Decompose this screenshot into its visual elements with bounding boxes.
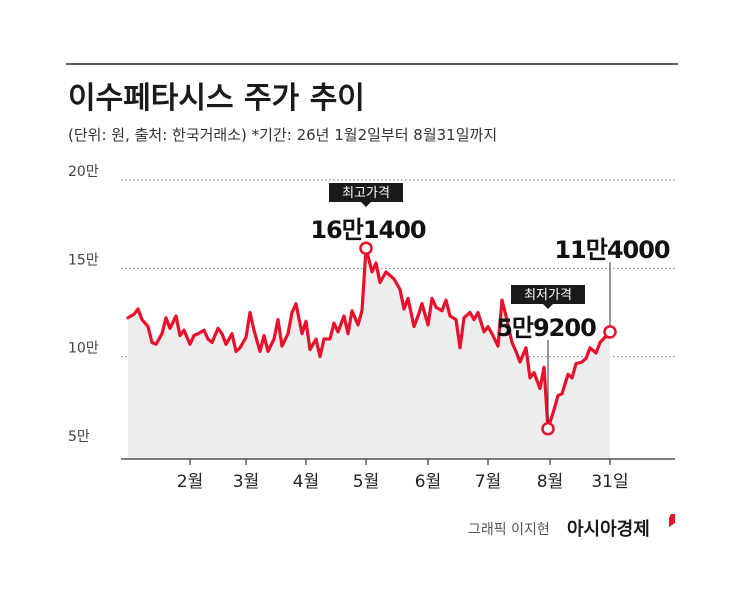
peak-tag-pointer	[361, 202, 371, 207]
x-tick-label: 4월	[293, 472, 319, 492]
x-tick-label: 6월	[415, 472, 441, 492]
annotations: 최고가격 16만1400 최저가격 5만9200 11만4000	[310, 183, 671, 436]
chart-title: 이수페타시스 주가 추이	[68, 81, 365, 116]
peak-tag-box	[329, 183, 403, 202]
peak-marker	[359, 241, 373, 255]
x-tick-labels: 2월 3월 4월 5월 6월 7월 8월 31일	[177, 459, 629, 492]
trough-tag-pointer	[543, 304, 553, 309]
y-tick-label: 15만	[68, 252, 99, 268]
x-tick-label: 3월	[233, 472, 259, 492]
peak-tag-label: 최고가격	[342, 186, 390, 201]
latest-marker	[603, 325, 617, 339]
x-tick-label: 5월	[353, 472, 379, 492]
graphic-credit: 그래픽 이지현	[468, 522, 550, 538]
price-area	[128, 248, 610, 459]
x-tick-label: 2월	[177, 472, 203, 492]
trough-value-label: 5만9200	[496, 314, 596, 342]
trough-tag-box	[511, 285, 585, 304]
brand-logo: 아시아경제	[567, 519, 650, 540]
latest-value-label: 11만4000	[554, 236, 670, 264]
trough-marker	[541, 421, 555, 436]
x-tick-label: 8월	[537, 472, 563, 492]
trough-tag-label: 최저가격	[524, 288, 572, 303]
y-tick-label: 20만	[68, 164, 99, 180]
y-tick-label: 5만	[68, 429, 90, 445]
x-tick-label: 7월	[475, 472, 501, 492]
brand-mark-icon	[669, 514, 675, 527]
y-tick-labels: 20만 15만 10만 5만	[68, 164, 99, 445]
y-tick-label: 10만	[68, 341, 99, 357]
peak-value-label: 16만1400	[310, 216, 426, 244]
x-tick-label: 31일	[591, 472, 628, 492]
chart-subtitle: (단위: 원, 출처: 한국거래소) *기간: 26년 1월2일부터 8월31일…	[68, 126, 497, 144]
